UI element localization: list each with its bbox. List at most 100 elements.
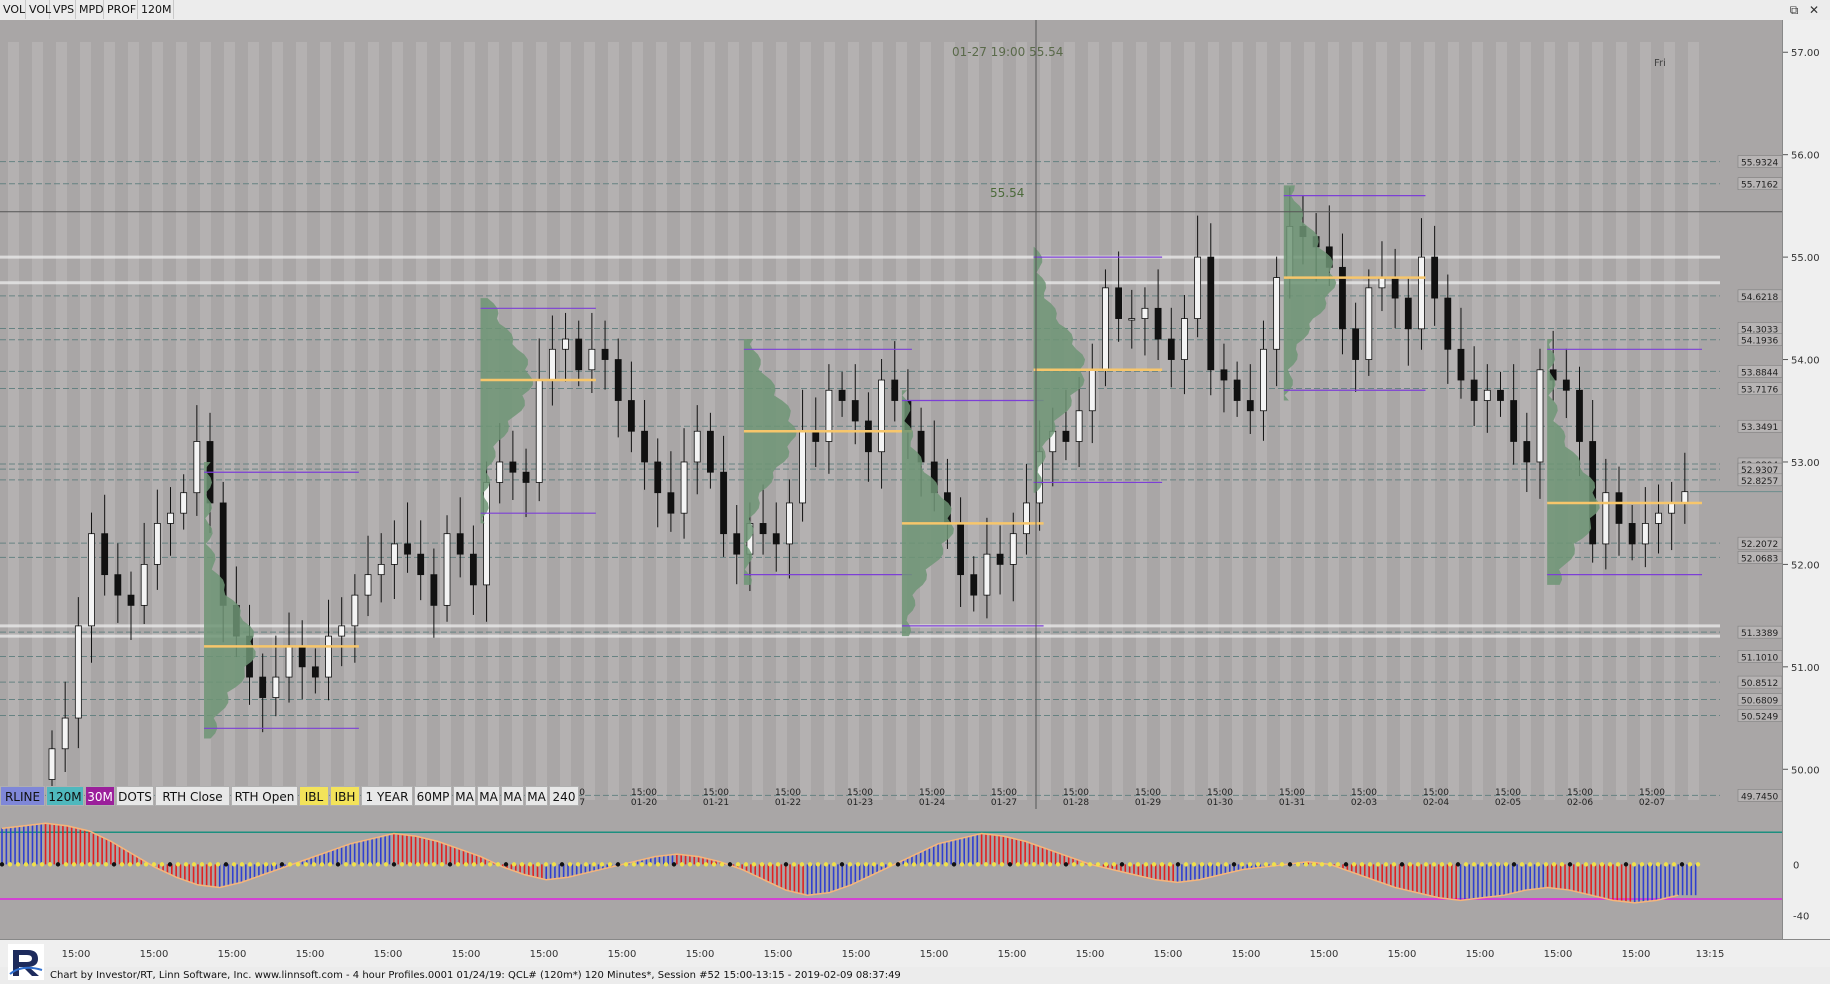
peak-price-label: 55.54 [990,186,1025,200]
zero-dot [359,862,365,867]
indicator-btn-120m[interactable]: 120M [46,786,84,806]
zero-dot [575,862,581,867]
x-date-label: 02-03 [1351,798,1377,808]
indicator-btn-ma[interactable]: MA [453,786,476,806]
zero-dot [1127,862,1133,867]
zero-dot [287,862,293,867]
level-label: 52.0683 [1741,554,1778,564]
zero-dot [391,862,397,867]
indicator-btn-rth-close[interactable]: RTH Close [155,786,230,806]
zero-dot [1679,862,1685,867]
indicator-btn-ma[interactable]: MA [477,786,500,806]
candle-up [1418,256,1425,330]
macd-histogram [1,823,1697,903]
indicator-btn-ibh[interactable]: IBH [330,786,360,806]
indicator-btn-ma[interactable]: MA [501,786,524,806]
level-tag [1737,693,1782,706]
zero-dot [975,862,981,867]
zero-dot [271,862,277,867]
candle-down [1457,348,1465,381]
y-tick-label: 55.00 [1791,253,1820,264]
indicator-btn-60mp[interactable]: 60MP [414,786,452,806]
indicator-btn-dots[interactable]: DOTS [116,786,154,806]
zero-dot [951,862,957,867]
candle-up [496,461,504,483]
candle-up [535,379,543,483]
zero-dot [1607,862,1613,867]
zero-dot [191,862,197,867]
level-label: 54.6218 [1741,293,1778,303]
session-profile [1283,185,1337,401]
zero-dot [1111,862,1117,867]
zero-dot [1567,862,1573,867]
zero-dot [1391,862,1397,867]
indicator-btn-ma[interactable]: MA [525,786,548,806]
candle-up [562,338,569,350]
zero-dot [1015,862,1021,867]
zero-dot [583,862,589,867]
x-date-label: 01-24 [919,798,945,808]
close-icon[interactable]: ✕ [1808,3,1820,17]
zero-dot [1367,862,1373,867]
zero-dot [1087,862,1093,867]
candle-down [654,461,662,494]
zero-dot [1071,862,1077,867]
indicator-btn-ibl[interactable]: IBL [299,786,329,806]
menu-vol[interactable]: VOL [26,0,51,19]
zero-dot [1623,862,1629,867]
indicator-btn-1-year[interactable]: 1 YEAR [361,786,413,806]
time-axis-label: 15:00 [1388,949,1417,960]
candle-up [1536,369,1544,463]
indicator-btn-rth-open[interactable]: RTH Open [231,786,298,806]
zero-dot [719,862,725,867]
indicator-btn-240[interactable]: 240 [549,786,579,806]
x-date-label: 01-22 [775,798,801,808]
macd-panel[interactable] [0,809,1782,939]
indicator-btn-rline[interactable]: RLINE [0,786,45,806]
zero-dot [15,862,21,867]
time-axis-label: 15:00 [296,949,325,960]
zero-dot [1591,862,1597,867]
menu-mpd[interactable]: MPD [76,0,104,19]
zero-dot [1559,862,1565,867]
candle-down [996,553,1004,565]
candle-down [733,533,741,555]
zero-dot [327,862,333,867]
x-time-label: 15:00 [1207,788,1233,798]
zero-dot [983,862,989,867]
zero-dot [567,862,573,867]
zero-dot [151,862,157,867]
zero-dot [903,862,909,867]
candle-up [1009,533,1017,565]
menu-120m[interactable]: 120M [138,0,174,19]
menu-prof[interactable]: PROF [104,0,138,19]
zero-dot [1431,862,1437,867]
zero-dot [671,862,677,867]
y-tick-label: 51.00 [1791,663,1820,674]
candle-up [140,564,148,606]
zero-dot [1031,862,1037,867]
indicator-btn-30m[interactable]: 30M [85,786,115,806]
menu-vps[interactable]: VPS [50,0,76,19]
menu-vol[interactable]: VOL [0,0,26,19]
y-tick-label: 53.00 [1791,458,1820,469]
level-tag [1737,177,1782,190]
zero-dot [39,862,45,867]
zero-dot [543,862,549,867]
candle-up [825,389,833,442]
x-time-label: 15:00 [919,788,945,798]
zero-dot [959,862,965,867]
level-label: 52.9307 [1741,466,1778,476]
zero-dot [495,862,501,867]
price-chart[interactable]: 55.9324 55.7162 54.6218 54.3033 54.1936 53.88… [0,20,1782,809]
zero-dot [1191,862,1197,867]
zero-dot [1175,862,1181,867]
candle-up [88,533,95,627]
candle-down [865,420,872,453]
zero-dot [703,862,709,867]
zero-dot [1383,862,1389,867]
restore-icon[interactable]: ⧉ [1789,3,1799,17]
zero-dot [1671,862,1677,867]
candle-up [443,533,451,606]
candle-up [61,717,69,750]
